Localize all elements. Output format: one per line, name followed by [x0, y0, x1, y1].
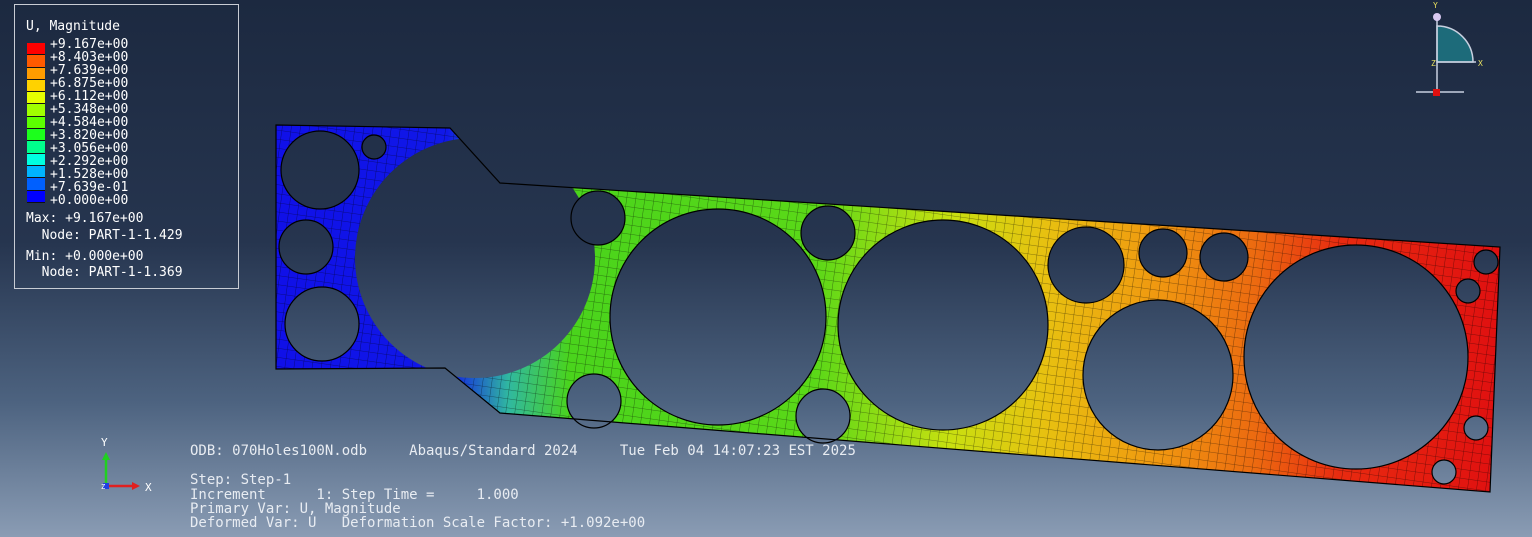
legend-value-label: +6.875e+00	[50, 76, 129, 91]
coordinate-triad-icon: Y X Z	[101, 436, 152, 494]
triad-bottom-z-label: Z	[101, 483, 105, 491]
legend-swatch	[27, 178, 45, 191]
legend-value-label: +3.820e+00	[50, 128, 129, 143]
legend-title: U, Magnitude	[26, 19, 120, 34]
legend-value-label: +1.528e+00	[50, 167, 129, 182]
legend-swatch	[27, 165, 45, 179]
legend-value-label: +0.000e+00	[50, 193, 129, 208]
legend-max-node: Node: PART-1-1.429	[26, 228, 183, 243]
odb-info-line: ODB: 070Holes100N.odb Abaqus/Standard 20…	[190, 443, 856, 459]
legend-swatch	[27, 116, 45, 130]
legend-min-node: Node: PART-1-1.369	[26, 265, 183, 280]
legend-value-label: +2.292e+00	[50, 154, 129, 169]
triad-top-z-label: Z	[1431, 59, 1436, 68]
legend-swatch	[27, 55, 45, 68]
deformed-part	[276, 125, 1500, 492]
contour-legend[interactable]: U, Magnitude +9.167e+00 +8.403e+00 +7.639e…	[14, 4, 239, 289]
view-triad-icon[interactable]: Y X Z	[1416, 1, 1483, 96]
primary-var-line: Primary Var: U, Magnitude	[190, 501, 401, 517]
legend-labels: +9.167e+00 +8.403e+00 +7.639e+00 +6.875e+00…	[50, 38, 128, 207]
legend-swatch	[27, 67, 45, 80]
legend-value-label: +9.167e+00	[50, 37, 129, 52]
legend-value-label: +3.056e+00	[50, 141, 129, 156]
legend-value-label: +4.584e+00	[50, 115, 129, 130]
legend-min-value: Min: +0.000e+00	[26, 249, 144, 264]
legend-swatch	[27, 141, 45, 154]
legend-value-label: +6.112e+00	[50, 89, 129, 104]
triad-top-y-label: Y	[1433, 1, 1438, 10]
deformed-var-line: Deformed Var: U Deformation Scale Factor…	[190, 515, 646, 531]
legend-swatches	[27, 43, 45, 203]
step-line: Step: Step-1	[190, 472, 292, 488]
triad-top-x-label: X	[1478, 59, 1483, 68]
legend-swatch	[27, 153, 45, 166]
legend-swatch	[27, 79, 45, 93]
triad-bottom-x-label: X	[145, 481, 152, 494]
legend-value-label: +8.403e+00	[50, 50, 129, 65]
legend-swatch	[27, 190, 45, 203]
legend-value-label: +5.348e+00	[50, 102, 129, 117]
legend-swatch	[27, 104, 45, 117]
legend-value-label: +7.639e-01	[50, 180, 129, 195]
legend-swatch	[27, 43, 45, 56]
increment-line: Increment 1: Step Time = 1.000	[190, 487, 519, 503]
legend-swatch	[27, 129, 45, 142]
triad-bottom-y-label: Y	[101, 436, 108, 449]
legend-value-label: +7.639e+00	[50, 63, 129, 78]
legend-max-value: Max: +9.167e+00	[26, 211, 144, 226]
part-outline	[275, 124, 1501, 493]
legend-swatch	[27, 92, 45, 105]
